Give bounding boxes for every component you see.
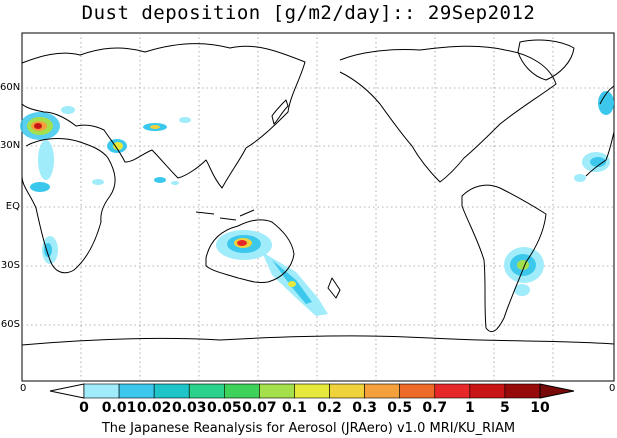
colorbar-right-end-label: 0 [609, 383, 616, 394]
lat-label-eq: EQ [5, 201, 20, 212]
colorbar-label: 0.07 [242, 400, 277, 416]
colorbar-box [83, 383, 120, 399]
colorbar-label: 0.3 [352, 400, 378, 416]
colorbar-label: 0.01 [101, 400, 137, 416]
colorbar-label: 0.7 [422, 400, 448, 416]
colorbar-label: 0 [79, 400, 89, 416]
colorbar-box [399, 383, 436, 399]
colorbar-label: 0.02 [136, 400, 172, 416]
colorbar [49, 383, 575, 399]
colorbar-arrow-high [539, 383, 575, 399]
colorbar-box [118, 383, 155, 399]
colorbar-left-end-label: 0 [20, 383, 27, 394]
colorbar-label: 0.05 [207, 400, 242, 416]
lat-label-60s: 60S [0, 319, 20, 330]
colorbar-box [224, 383, 260, 399]
colorbar-label: 0.5 [387, 400, 413, 416]
colorbar-label: 0.03 [171, 400, 207, 416]
colorbar-box [434, 383, 471, 399]
colorbar-box [329, 383, 365, 399]
map-frame [21, 32, 615, 382]
colorbar-box [469, 383, 506, 399]
colorbar-box [153, 383, 190, 399]
colorbar-label: 10 [530, 400, 550, 416]
colorbar-box [504, 383, 541, 399]
colorbar-box [259, 383, 295, 399]
colorbar-box [364, 383, 400, 399]
lat-label-30s: 30S [0, 260, 20, 271]
dust-field [20, 91, 614, 316]
colorbar-label: 5 [500, 400, 510, 416]
colorbar-label: 1 [464, 400, 475, 416]
lat-label-30n: 30N [0, 140, 21, 151]
lat-label-60n: 60N [0, 82, 21, 93]
colorbar-arrow-low [49, 383, 85, 399]
colorbar-label: 0.1 [282, 400, 307, 416]
colorbar-box [294, 383, 330, 399]
colorbar-box [188, 383, 225, 399]
credit-line: The Japanese Reanalysis for Aerosol (JRA… [101, 421, 516, 436]
map-title: Dust deposition [g/m2/day]:: 29Sep2012 [81, 2, 536, 24]
colorbar-label: 0.2 [317, 400, 342, 416]
coastlines [21, 39, 615, 346]
